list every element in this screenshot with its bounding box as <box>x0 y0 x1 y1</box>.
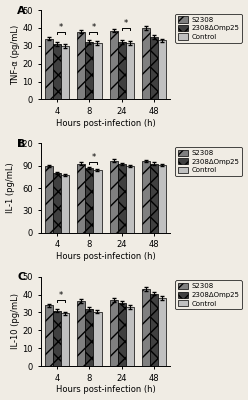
Bar <box>150 294 158 366</box>
Legend: S2308, 2308ΔOmp25, Control: S2308, 2308ΔOmp25, Control <box>175 280 242 310</box>
Bar <box>158 165 166 233</box>
Bar <box>61 313 69 366</box>
Bar <box>77 32 85 99</box>
Y-axis label: IL-10 (pg/mL): IL-10 (pg/mL) <box>11 293 20 349</box>
Legend: S2308, 2308ΔOmp25, Control: S2308, 2308ΔOmp25, Control <box>175 14 242 43</box>
Bar <box>85 42 93 99</box>
Bar <box>77 301 85 366</box>
Bar <box>126 166 134 233</box>
Bar <box>61 175 69 233</box>
Text: *: * <box>91 153 95 162</box>
Bar <box>158 40 166 99</box>
X-axis label: Hours post-infection (h): Hours post-infection (h) <box>56 386 155 394</box>
Bar <box>45 39 53 99</box>
Text: *: * <box>91 22 95 32</box>
Text: *: * <box>59 22 63 32</box>
Bar <box>93 312 101 366</box>
Bar <box>150 164 158 233</box>
Bar <box>110 160 118 233</box>
Text: B: B <box>17 139 26 149</box>
Bar <box>61 46 69 99</box>
X-axis label: Hours post-infection (h): Hours post-infection (h) <box>56 119 155 128</box>
Bar <box>93 170 101 233</box>
Text: *: * <box>124 19 128 28</box>
Bar <box>126 307 134 366</box>
Bar <box>53 44 61 99</box>
Legend: S2308, 2308ΔOmp25, Control: S2308, 2308ΔOmp25, Control <box>175 147 242 176</box>
Bar <box>142 161 150 233</box>
Bar <box>110 31 118 99</box>
Bar <box>142 28 150 99</box>
Bar <box>77 164 85 233</box>
Text: *: * <box>59 291 63 300</box>
Bar <box>158 298 166 366</box>
Bar <box>45 305 53 366</box>
Bar <box>53 311 61 366</box>
Bar <box>45 166 53 233</box>
Bar <box>118 42 126 99</box>
Bar <box>118 303 126 366</box>
Bar <box>93 43 101 99</box>
Bar <box>85 168 93 233</box>
Bar <box>118 164 126 233</box>
Bar <box>110 300 118 366</box>
Text: A: A <box>17 6 26 16</box>
Bar <box>150 37 158 99</box>
Bar <box>53 173 61 233</box>
X-axis label: Hours post-infection (h): Hours post-infection (h) <box>56 252 155 261</box>
Y-axis label: IL-1 (pg/mL): IL-1 (pg/mL) <box>5 163 15 214</box>
Text: C: C <box>17 272 26 282</box>
Y-axis label: TNF-α (pg/mL): TNF-α (pg/mL) <box>11 24 20 85</box>
Bar <box>126 43 134 99</box>
Bar <box>142 289 150 366</box>
Bar <box>85 309 93 366</box>
